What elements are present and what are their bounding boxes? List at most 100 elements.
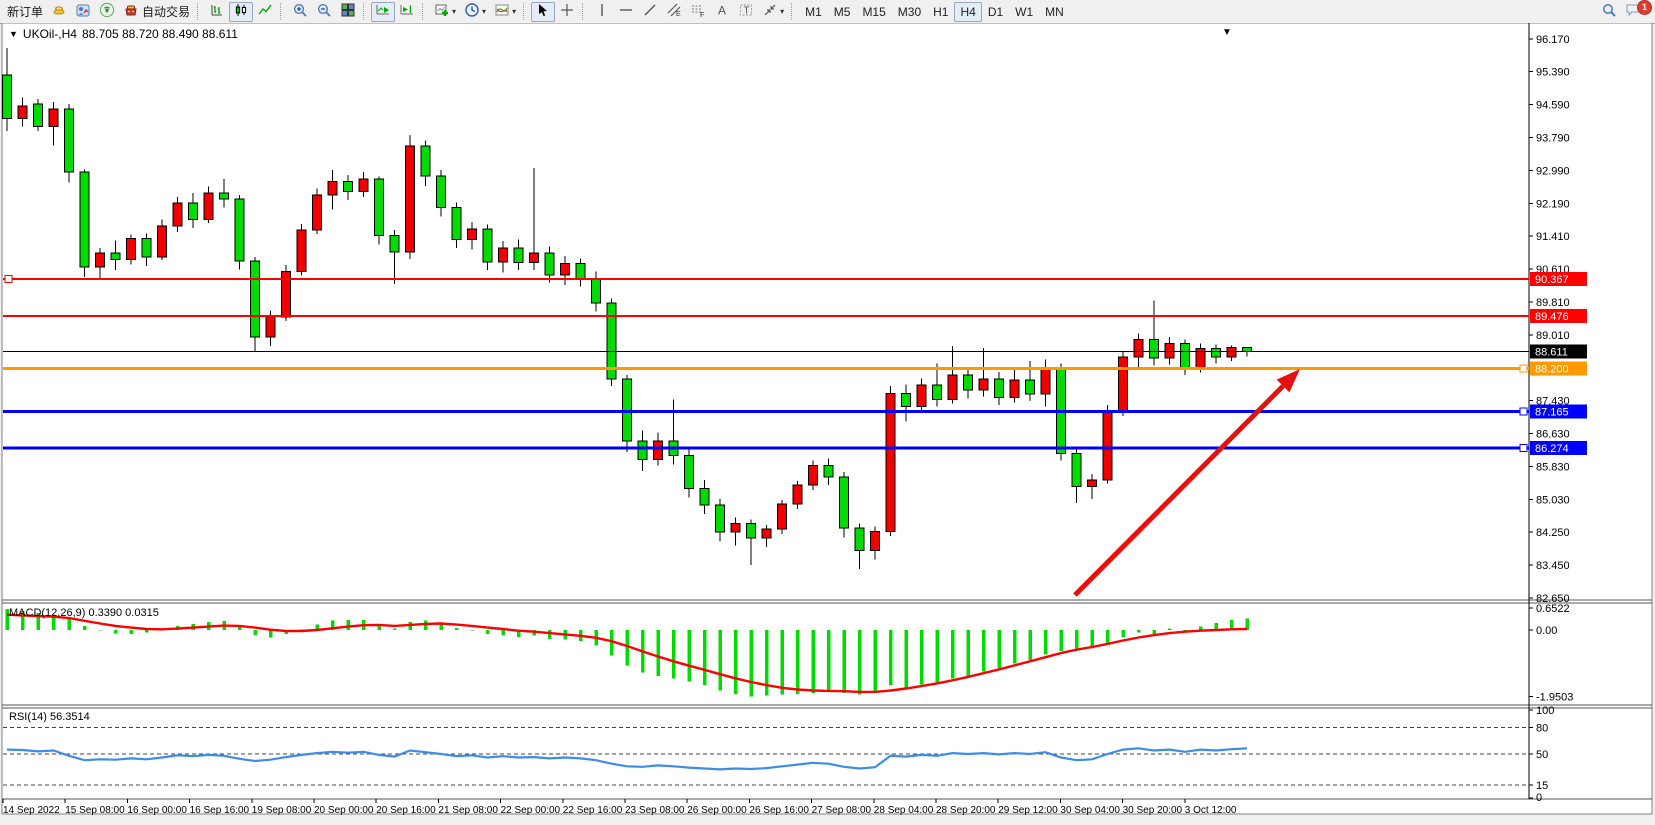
svg-text:20 Sep 00:00: 20 Sep 00:00 bbox=[314, 805, 374, 816]
line-chart-icon bbox=[257, 2, 273, 21]
svg-text:0.00: 0.00 bbox=[1536, 625, 1557, 637]
chart-shift-button[interactable] bbox=[395, 2, 419, 22]
hline-90-367[interactable]: 90.367 bbox=[3, 271, 1587, 286]
timeframe-m5-button[interactable]: M5 bbox=[833, 4, 851, 19]
bar-chart-mode-button[interactable] bbox=[205, 2, 229, 22]
profile-button[interactable] bbox=[71, 2, 95, 22]
svg-text:100: 100 bbox=[1536, 705, 1554, 717]
auto-trading-button[interactable]: 自动交易 bbox=[119, 2, 194, 22]
time-axis[interactable]: 14 Sep 2022 15 Sep 08:00 16 Sep 00:00 16 Se… bbox=[2, 799, 1237, 816]
search-button[interactable] bbox=[1597, 2, 1621, 22]
new-chart-button[interactable]: ▾ bbox=[430, 2, 460, 22]
hline-88-611[interactable]: 88.611 bbox=[3, 344, 1587, 359]
signal-broadcast-icon bbox=[99, 2, 115, 21]
timeframe-m15-button[interactable]: M15 bbox=[862, 4, 886, 19]
svg-text:16 Sep 00:00: 16 Sep 00:00 bbox=[127, 805, 187, 816]
timeframe-d1-button[interactable]: D1 bbox=[987, 4, 1004, 19]
candlestick-mode-button[interactable] bbox=[229, 1, 254, 22]
timeframe-h1-button[interactable]: H1 bbox=[933, 4, 949, 19]
svg-text:91.410: 91.410 bbox=[1536, 231, 1570, 243]
trendline-tool-button[interactable] bbox=[638, 2, 662, 22]
svg-text:3 Oct 12:00: 3 Oct 12:00 bbox=[1185, 805, 1237, 816]
auto-trading-icon bbox=[123, 2, 139, 21]
text-label-tool-button[interactable]: T bbox=[734, 2, 758, 22]
equidistant-channel-icon: E bbox=[666, 2, 682, 21]
main-toolbar: 新订单 自动交易 bbox=[0, 0, 1655, 24]
trendline-icon bbox=[642, 2, 658, 21]
new-order-button[interactable]: 新订单 bbox=[7, 5, 44, 19]
fibonacci-tool-button[interactable]: F bbox=[686, 2, 710, 22]
chevron-down-icon: ▾ bbox=[780, 7, 785, 16]
svg-text:15: 15 bbox=[1536, 780, 1548, 792]
hline-89-476[interactable]: 89.476 bbox=[3, 308, 1587, 323]
zoom-out-icon bbox=[316, 2, 332, 21]
horizontal-line-icon bbox=[618, 2, 634, 21]
svg-text:86.630: 86.630 bbox=[1536, 428, 1570, 440]
svg-text:92.190: 92.190 bbox=[1536, 199, 1570, 211]
title-collapse-icon[interactable]: ▼ bbox=[9, 29, 18, 39]
timeframe-m30-button[interactable]: M30 bbox=[897, 4, 922, 19]
svg-text:89.476: 89.476 bbox=[1535, 311, 1569, 323]
rsi-panel: 100 80 50 150 bbox=[3, 705, 1554, 804]
timeframe-m1-button[interactable]: M1 bbox=[805, 4, 822, 19]
indicators-icon bbox=[494, 2, 510, 21]
text-label-icon: T bbox=[738, 2, 754, 21]
macd-indicator-label: MACD(12,26,9) 0.3390 0.0315 bbox=[9, 607, 159, 619]
line-handle bbox=[1519, 444, 1528, 453]
chart-canvas[interactable]: 96.170 95.390 94.590 93.790 92.990 92.190 91.4… bbox=[0, 23, 1655, 825]
timeframe-h4-button[interactable]: H4 bbox=[954, 1, 982, 22]
hline-86-274[interactable]: 86.274 bbox=[3, 441, 1587, 456]
zoom-out-button[interactable] bbox=[312, 2, 336, 22]
svg-text:84.250: 84.250 bbox=[1536, 527, 1570, 539]
svg-text:0.6522: 0.6522 bbox=[1536, 603, 1570, 615]
arrow-shapes-button[interactable]: ▾ bbox=[758, 2, 788, 22]
new-chart-icon bbox=[434, 2, 450, 21]
svg-text:22 Sep 16:00: 22 Sep 16:00 bbox=[563, 805, 623, 816]
arrow-shapes-icon bbox=[762, 2, 778, 21]
period-button[interactable]: ▾ bbox=[460, 2, 490, 22]
cursor-tool-button[interactable] bbox=[531, 1, 556, 22]
rsi-indicator-label: RSI(14) 56.3514 bbox=[9, 711, 90, 723]
candlestick-chart-icon bbox=[233, 2, 249, 21]
chevron-down-icon: ▾ bbox=[482, 7, 487, 16]
zoom-in-button[interactable] bbox=[288, 2, 312, 22]
hline-87-165[interactable]: 87.165 bbox=[3, 404, 1587, 419]
notifications-button[interactable]: 1 bbox=[1621, 0, 1652, 22]
fibonacci-icon: F bbox=[690, 2, 706, 21]
svg-text:96.170: 96.170 bbox=[1536, 34, 1570, 46]
chevron-down-icon: ▾ bbox=[512, 7, 517, 16]
chart-title: ▼ UKOil-,H4 88.705 88.720 88.490 88.611 bbox=[9, 27, 238, 41]
notification-badge: 1 bbox=[1637, 0, 1652, 15]
broadcast-button[interactable] bbox=[95, 2, 119, 22]
crosshair-icon bbox=[559, 2, 575, 21]
auto-scroll-icon bbox=[375, 2, 391, 21]
equidistant-channel-tool-button[interactable]: E bbox=[662, 2, 686, 22]
svg-text:28 Sep 04:00: 28 Sep 04:00 bbox=[874, 805, 934, 816]
indicators-button[interactable]: ▾ bbox=[490, 2, 520, 22]
vertical-line-tool-button[interactable] bbox=[590, 2, 614, 22]
tile-windows-button[interactable] bbox=[336, 2, 360, 22]
text-tool-button[interactable]: A bbox=[710, 2, 734, 22]
svg-text:87.165: 87.165 bbox=[1535, 406, 1569, 418]
crosshair-tool-button[interactable] bbox=[555, 2, 579, 22]
macd-signal-line bbox=[6, 613, 1248, 694]
horizontal-line-tool-button[interactable] bbox=[614, 2, 638, 22]
bar-shift-marker-icon[interactable]: ▼ bbox=[1222, 27, 1232, 38]
svg-text:-1.9503: -1.9503 bbox=[1536, 691, 1573, 703]
svg-text:26 Sep 00:00: 26 Sep 00:00 bbox=[687, 805, 747, 816]
auto-scroll-button[interactable] bbox=[371, 1, 396, 22]
trend-arrow-annotation[interactable] bbox=[1073, 369, 1300, 597]
svg-text:E: E bbox=[676, 11, 681, 18]
svg-text:80: 80 bbox=[1536, 723, 1548, 735]
timeframe-w1-button[interactable]: W1 bbox=[1015, 4, 1034, 19]
chart-ohlc-values: 88.705 88.720 88.490 88.611 bbox=[81, 27, 238, 41]
hline-88-200[interactable]: 88.200 bbox=[3, 361, 1587, 376]
timeframe-mn-button[interactable]: MN bbox=[1045, 4, 1064, 19]
svg-text:F: F bbox=[700, 12, 704, 18]
svg-text:A: A bbox=[718, 4, 726, 18]
svg-text:28 Sep 20:00: 28 Sep 20:00 bbox=[936, 805, 996, 816]
svg-text:23 Sep 08:00: 23 Sep 08:00 bbox=[625, 805, 685, 816]
svg-text:15 Sep 08:00: 15 Sep 08:00 bbox=[65, 805, 125, 816]
line-chart-mode-button[interactable] bbox=[253, 2, 277, 22]
deposit-button[interactable] bbox=[47, 2, 71, 22]
